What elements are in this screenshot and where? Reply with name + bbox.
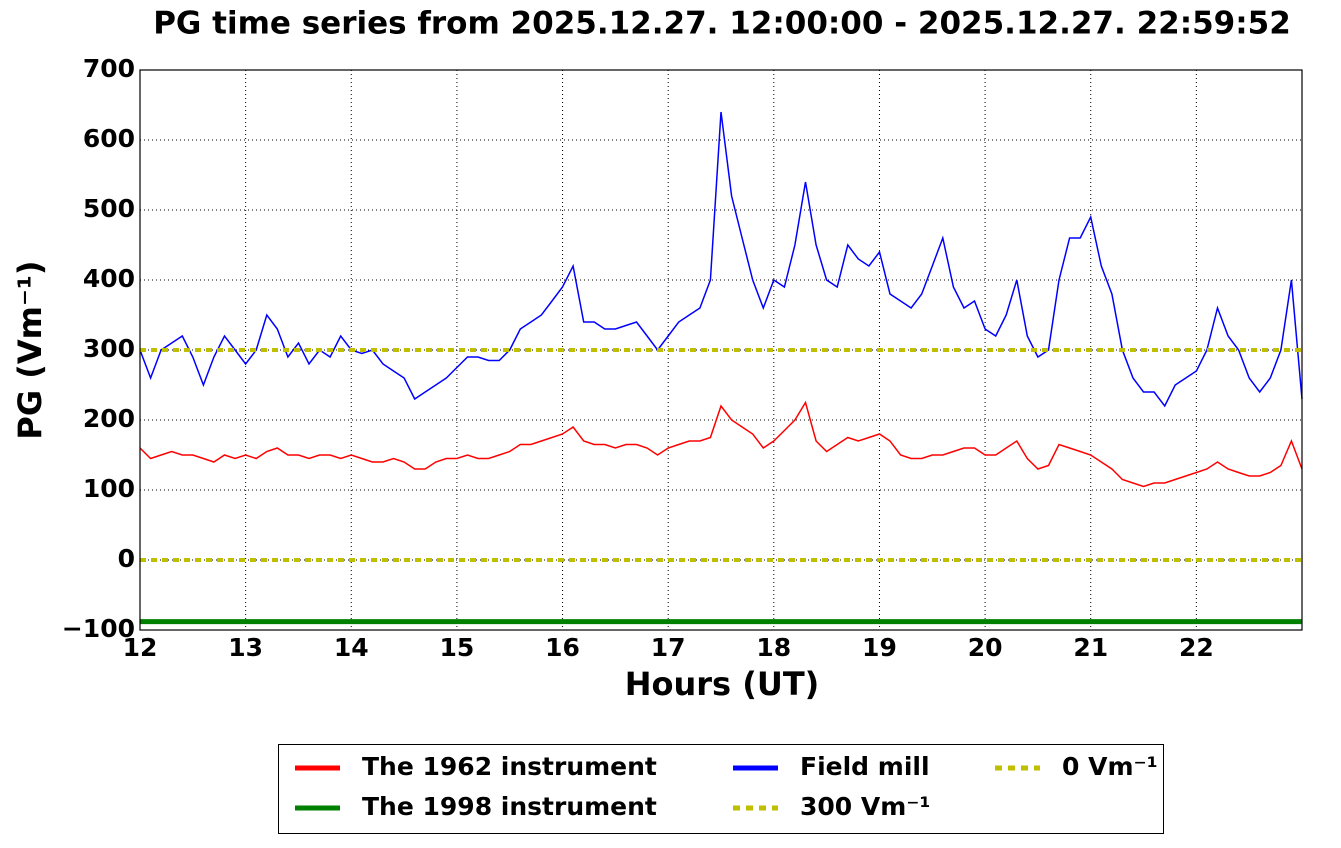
y-tick-label: 300 bbox=[83, 334, 135, 363]
x-tick-label: 16 bbox=[545, 633, 580, 662]
y-tick-label: −100 bbox=[62, 614, 135, 643]
x-tick-label: 13 bbox=[228, 633, 263, 662]
y-tick-label: 0 bbox=[118, 544, 135, 573]
x-tick-label: 22 bbox=[1179, 633, 1214, 662]
x-tick-label: 17 bbox=[651, 633, 686, 662]
y-tick-label: 700 bbox=[83, 54, 135, 83]
y-tick-label: 600 bbox=[83, 124, 135, 153]
x-tick-label: 12 bbox=[123, 633, 158, 662]
x-tick-label: 14 bbox=[334, 633, 369, 662]
y-axis-label: PG (Vm⁻¹) bbox=[11, 260, 49, 439]
legend-label: The 1962 instrument bbox=[362, 752, 657, 781]
x-tick-label: 20 bbox=[968, 633, 1003, 662]
plot-frame bbox=[139, 69, 1303, 631]
y-tick-label: 200 bbox=[83, 404, 135, 433]
data-line bbox=[139, 111, 1303, 408]
chart-title: PG time series from 2025.12.27. 12:00:00… bbox=[153, 6, 1291, 42]
y-tick-label: 400 bbox=[83, 264, 135, 293]
y-tick-label: 500 bbox=[83, 194, 135, 223]
x-tick-label: 18 bbox=[756, 633, 791, 662]
legend-box bbox=[278, 744, 1164, 834]
y-tick-label: 100 bbox=[83, 474, 135, 503]
legend-label: 300 Vm⁻¹ bbox=[800, 792, 930, 821]
x-tick-label: 19 bbox=[862, 633, 897, 662]
legend-label: Field mill bbox=[800, 752, 930, 781]
legend-label: The 1998 instrument bbox=[362, 792, 657, 821]
x-tick-label: 15 bbox=[440, 633, 475, 662]
x-tick-label: 21 bbox=[1073, 633, 1108, 662]
data-line bbox=[139, 400, 1303, 488]
x-axis-label: Hours (UT) bbox=[625, 665, 820, 703]
legend-label: 0 Vm⁻¹ bbox=[1062, 752, 1158, 781]
